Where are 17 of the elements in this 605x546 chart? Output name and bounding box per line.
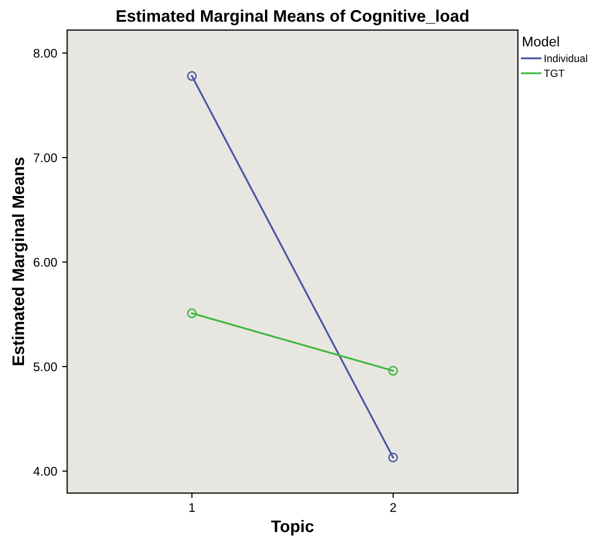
y-tick-label: 4.00: [33, 466, 57, 476]
y-axis-title: Estimated Marginal Means: [12, 158, 28, 366]
y-tick-label: 8.00: [34, 48, 57, 58]
legend-label: Individual: [544, 54, 588, 62]
legend-label: TGT: [544, 70, 564, 78]
x-tick-label: 1: [189, 503, 195, 512]
point: [388, 452, 398, 462]
y-tick-label: 5.00: [34, 362, 57, 372]
y-tick-label: 6.00: [34, 258, 57, 267]
legend-title: Model: [523, 36, 559, 46]
point: [388, 366, 398, 376]
y-tick-label: 7.00: [34, 153, 57, 162]
point: [187, 71, 197, 81]
x-axis-title: Topic: [271, 520, 314, 536]
chart-title: Estimated Marginal Means of Cognitive_load: [116, 10, 468, 26]
point: [187, 308, 197, 318]
x-tick-label: 2: [390, 503, 396, 512]
